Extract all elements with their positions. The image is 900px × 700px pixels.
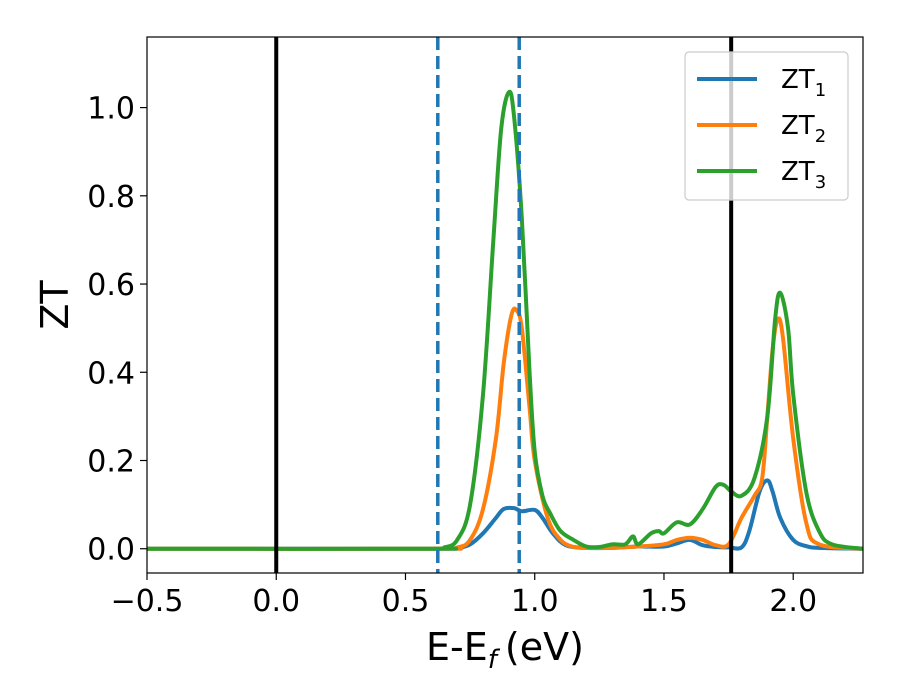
y-tick-label: 1.0 [87, 92, 135, 127]
legend: ZT1 ZT2 ZT3 [684, 51, 849, 201]
x-axis-label-sub: f [488, 645, 501, 675]
legend-label-zt2: ZT2 [781, 111, 826, 147]
x-axis-label-main: E-E [426, 625, 488, 669]
legend-box [684, 51, 849, 201]
x-axis-label-unit: (eV) [505, 625, 584, 669]
y-tick-label: 0.4 [87, 356, 135, 391]
plot-area [147, 37, 863, 573]
x-tick-label: 0.0 [252, 584, 300, 619]
y-axis-label: ZT [33, 280, 77, 330]
y-tick-label: 0.8 [87, 180, 135, 215]
legend-label-zt1: ZT1 [781, 65, 826, 101]
tick-layer: −0.5 0.0 0.5 1.0 1.5 2.0 0.0 0.2 0.4 0.6 0.8 1.0 [87, 92, 817, 619]
y-tick-label: 0.6 [87, 268, 135, 303]
x-tick-label: −0.5 [111, 584, 184, 619]
plot-layer [147, 37, 863, 573]
x-tick-label: 1.0 [511, 584, 559, 619]
x-tick-label: 0.5 [382, 584, 430, 619]
x-tick-label: 2.0 [769, 584, 817, 619]
y-tick-label: 0.2 [87, 445, 135, 480]
legend-label-zt3: ZT3 [781, 157, 826, 193]
series-line-zt3 [147, 89, 863, 551]
x-tick-label: 1.5 [640, 584, 688, 619]
plot-frame [146, 36, 864, 574]
x-axis-label: E-Ef (eV) [426, 625, 584, 675]
y-tick-label: 0.0 [87, 533, 135, 568]
